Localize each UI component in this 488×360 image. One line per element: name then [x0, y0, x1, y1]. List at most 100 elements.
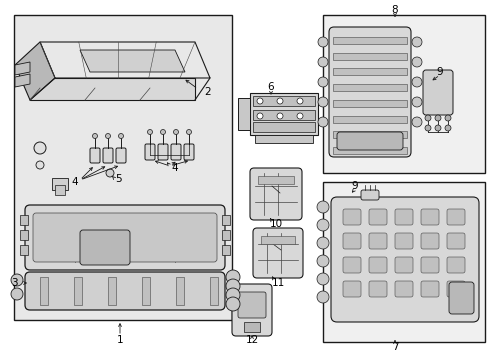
Circle shape: [106, 169, 114, 177]
Bar: [40, 277, 48, 305]
Bar: [332, 100, 406, 107]
Circle shape: [92, 134, 97, 139]
Circle shape: [105, 134, 110, 139]
Text: 9: 9: [351, 181, 358, 191]
FancyBboxPatch shape: [171, 144, 181, 160]
FancyBboxPatch shape: [368, 233, 386, 249]
Circle shape: [411, 57, 421, 67]
FancyBboxPatch shape: [25, 272, 224, 310]
Circle shape: [444, 125, 450, 131]
Circle shape: [296, 98, 303, 104]
Circle shape: [411, 117, 421, 127]
Text: 4: 4: [72, 177, 78, 187]
Text: 2: 2: [204, 87, 211, 97]
Polygon shape: [238, 98, 249, 130]
FancyBboxPatch shape: [330, 197, 478, 322]
Circle shape: [160, 130, 165, 135]
Circle shape: [118, 134, 123, 139]
FancyBboxPatch shape: [252, 228, 303, 278]
Polygon shape: [15, 42, 55, 100]
Bar: [252, 96, 314, 106]
Bar: [252, 110, 314, 120]
Circle shape: [411, 77, 421, 87]
Circle shape: [424, 115, 430, 121]
FancyBboxPatch shape: [420, 257, 438, 273]
Polygon shape: [55, 185, 65, 195]
Bar: [261, 236, 294, 244]
Text: 7: 7: [391, 342, 398, 352]
Text: 1: 1: [117, 335, 123, 345]
Circle shape: [424, 125, 430, 131]
Text: 4: 4: [171, 163, 178, 173]
Text: 10: 10: [269, 219, 282, 229]
Bar: [254, 135, 312, 143]
Circle shape: [316, 201, 328, 213]
Bar: [222, 215, 229, 225]
Bar: [332, 53, 406, 60]
Text: 5: 5: [115, 174, 121, 184]
FancyBboxPatch shape: [394, 281, 412, 297]
Text: 3: 3: [11, 278, 17, 288]
Circle shape: [316, 291, 328, 303]
Circle shape: [225, 270, 240, 284]
Circle shape: [34, 142, 46, 154]
FancyBboxPatch shape: [394, 209, 412, 225]
Circle shape: [296, 113, 303, 119]
Polygon shape: [52, 178, 68, 190]
Polygon shape: [40, 42, 209, 78]
FancyBboxPatch shape: [420, 233, 438, 249]
Circle shape: [173, 130, 178, 135]
Bar: [323, 182, 484, 342]
Circle shape: [225, 279, 240, 293]
Polygon shape: [15, 74, 30, 87]
Circle shape: [411, 37, 421, 47]
Bar: [258, 176, 293, 184]
Circle shape: [317, 37, 327, 47]
FancyBboxPatch shape: [446, 281, 464, 297]
Circle shape: [257, 98, 263, 104]
Bar: [332, 116, 406, 122]
Circle shape: [276, 113, 283, 119]
Circle shape: [147, 130, 152, 135]
FancyBboxPatch shape: [360, 190, 378, 200]
Text: 9: 9: [436, 67, 443, 77]
Bar: [332, 37, 406, 44]
Bar: [252, 122, 314, 132]
Text: 8: 8: [391, 5, 398, 15]
FancyBboxPatch shape: [328, 27, 410, 157]
FancyBboxPatch shape: [394, 233, 412, 249]
FancyBboxPatch shape: [342, 257, 360, 273]
Circle shape: [317, 117, 327, 127]
Bar: [222, 245, 229, 255]
FancyBboxPatch shape: [33, 213, 217, 262]
Bar: [332, 147, 406, 154]
Bar: [20, 230, 28, 240]
Circle shape: [434, 115, 440, 121]
FancyBboxPatch shape: [368, 209, 386, 225]
Bar: [222, 230, 229, 240]
FancyBboxPatch shape: [249, 168, 302, 220]
Circle shape: [317, 97, 327, 107]
Bar: [244, 322, 260, 332]
Bar: [209, 277, 218, 305]
FancyBboxPatch shape: [103, 148, 113, 163]
FancyBboxPatch shape: [368, 257, 386, 273]
FancyBboxPatch shape: [336, 132, 402, 150]
Circle shape: [316, 219, 328, 231]
Circle shape: [317, 57, 327, 67]
FancyBboxPatch shape: [183, 144, 194, 160]
FancyBboxPatch shape: [446, 209, 464, 225]
Circle shape: [186, 130, 191, 135]
FancyBboxPatch shape: [238, 292, 265, 318]
Circle shape: [11, 274, 23, 286]
Circle shape: [36, 161, 44, 169]
Circle shape: [411, 97, 421, 107]
Bar: [332, 68, 406, 76]
Polygon shape: [15, 62, 30, 75]
Circle shape: [225, 297, 240, 311]
FancyBboxPatch shape: [422, 70, 452, 115]
Bar: [74, 277, 82, 305]
Polygon shape: [30, 78, 195, 100]
Bar: [20, 215, 28, 225]
FancyBboxPatch shape: [420, 281, 438, 297]
